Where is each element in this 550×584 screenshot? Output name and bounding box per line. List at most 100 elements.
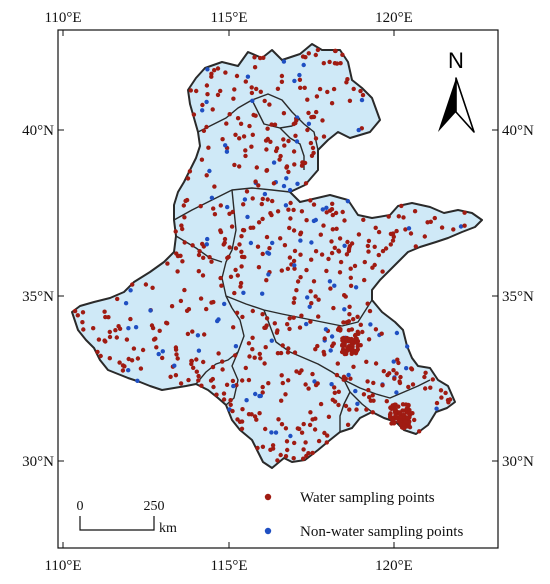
water-sampling-point [389,405,395,410]
water-sampling-point [247,123,252,129]
water-sampling-point [232,353,238,358]
water-sampling-point [295,279,301,284]
water-sampling-point [175,356,180,361]
water-sampling-point [384,399,389,404]
water-sampling-point [233,132,238,137]
water-sampling-point [291,456,296,461]
legend-water-label: Water sampling points [300,490,435,506]
nonwater-sampling-point [405,344,410,349]
water-sampling-point [298,275,303,280]
nonwater-sampling-point [368,322,373,327]
north-arrow: N [438,48,475,133]
water-sampling-point [292,162,297,167]
water-sampling-point [131,346,137,351]
nonwater-sampling-point [216,317,221,322]
nonwater-sampling-point [328,348,333,353]
nonwater-sampling-point [260,291,265,296]
water-sampling-point [180,259,185,264]
water-sampling-point [315,47,321,53]
nonwater-sampling-point [332,283,337,288]
water-sampling-point [222,236,228,242]
water-sampling-point [266,381,271,386]
water-sampling-point [338,61,343,66]
water-sampling-point [364,407,369,412]
nonwater-sampling-point [245,214,250,220]
water-sampling-point [189,358,194,364]
water-sampling-point [191,112,197,117]
water-sampling-point [406,384,411,390]
water-sampling-point [237,419,243,424]
water-sampling-point [128,316,133,322]
water-sampling-point [336,389,341,394]
water-sampling-point [292,296,297,301]
right-label-30: 30°N [502,454,534,470]
nonwater-sampling-point [346,372,351,378]
water-sampling-point [337,270,343,275]
nonwater-sampling-point [233,344,239,349]
nonwater-sampling-point [324,205,329,210]
water-sampling-point [255,244,261,249]
water-sampling-point [298,252,303,257]
water-sampling-point [298,85,303,91]
water-sampling-point [438,388,444,393]
water-sampling-point [275,458,280,463]
water-sampling-point [399,203,404,209]
water-sampling-point [268,139,273,144]
water-sampling-point [341,320,346,325]
nonwater-sampling-point [200,108,205,113]
water-sampling-point [173,229,178,234]
water-sampling-point [287,316,292,321]
water-sampling-point [299,430,305,435]
water-sampling-point [356,232,362,237]
water-sampling-point [388,242,393,247]
water-sampling-point [308,198,313,203]
water-sampling-point [264,234,270,240]
nonwater-sampling-point [222,301,227,307]
water-sampling-point [278,236,283,241]
water-sampling-point [379,331,384,336]
legend-water-marker [264,493,272,501]
water-sampling-point [358,322,363,327]
water-sampling-point [186,307,192,312]
nonwater-sampling-point [270,240,275,246]
water-sampling-point [281,111,287,116]
water-sampling-point [260,312,265,317]
water-sampling-point [282,143,287,148]
water-sampling-point [268,211,273,216]
water-sampling-point [117,326,123,331]
water-sampling-point [329,101,335,106]
water-sampling-point [279,73,285,79]
water-sampling-point [316,297,321,302]
water-sampling-point [267,246,272,251]
nonwater-sampling-point [327,279,333,284]
water-sampling-point [234,310,240,315]
water-sampling-point [317,86,323,92]
water-sampling-point [194,357,199,362]
water-sampling-point [335,361,340,366]
water-sampling-point [347,346,353,351]
nonwater-sampling-point [250,98,255,104]
water-sampling-point [313,347,318,352]
water-sampling-point [220,359,225,364]
water-sampling-point [212,184,217,189]
water-sampling-point [364,359,369,364]
water-sampling-point [233,246,239,251]
water-sampling-point [80,310,86,315]
water-sampling-point [237,164,242,169]
water-sampling-point [260,251,265,257]
water-sampling-point [447,397,453,402]
water-sampling-point [256,183,261,188]
water-sampling-point [303,181,309,186]
water-sampling-point [273,148,279,154]
water-sampling-point [348,275,353,280]
water-sampling-point [179,223,184,228]
water-sampling-point [308,319,313,324]
water-sampling-point [232,162,237,168]
water-sampling-point [404,424,409,429]
water-sampling-point [252,65,258,70]
water-sampling-point [305,127,310,133]
nonwater-sampling-point [345,199,351,204]
water-sampling-point [218,275,223,281]
water-sampling-point [332,390,337,395]
water-sampling-point [283,454,289,459]
